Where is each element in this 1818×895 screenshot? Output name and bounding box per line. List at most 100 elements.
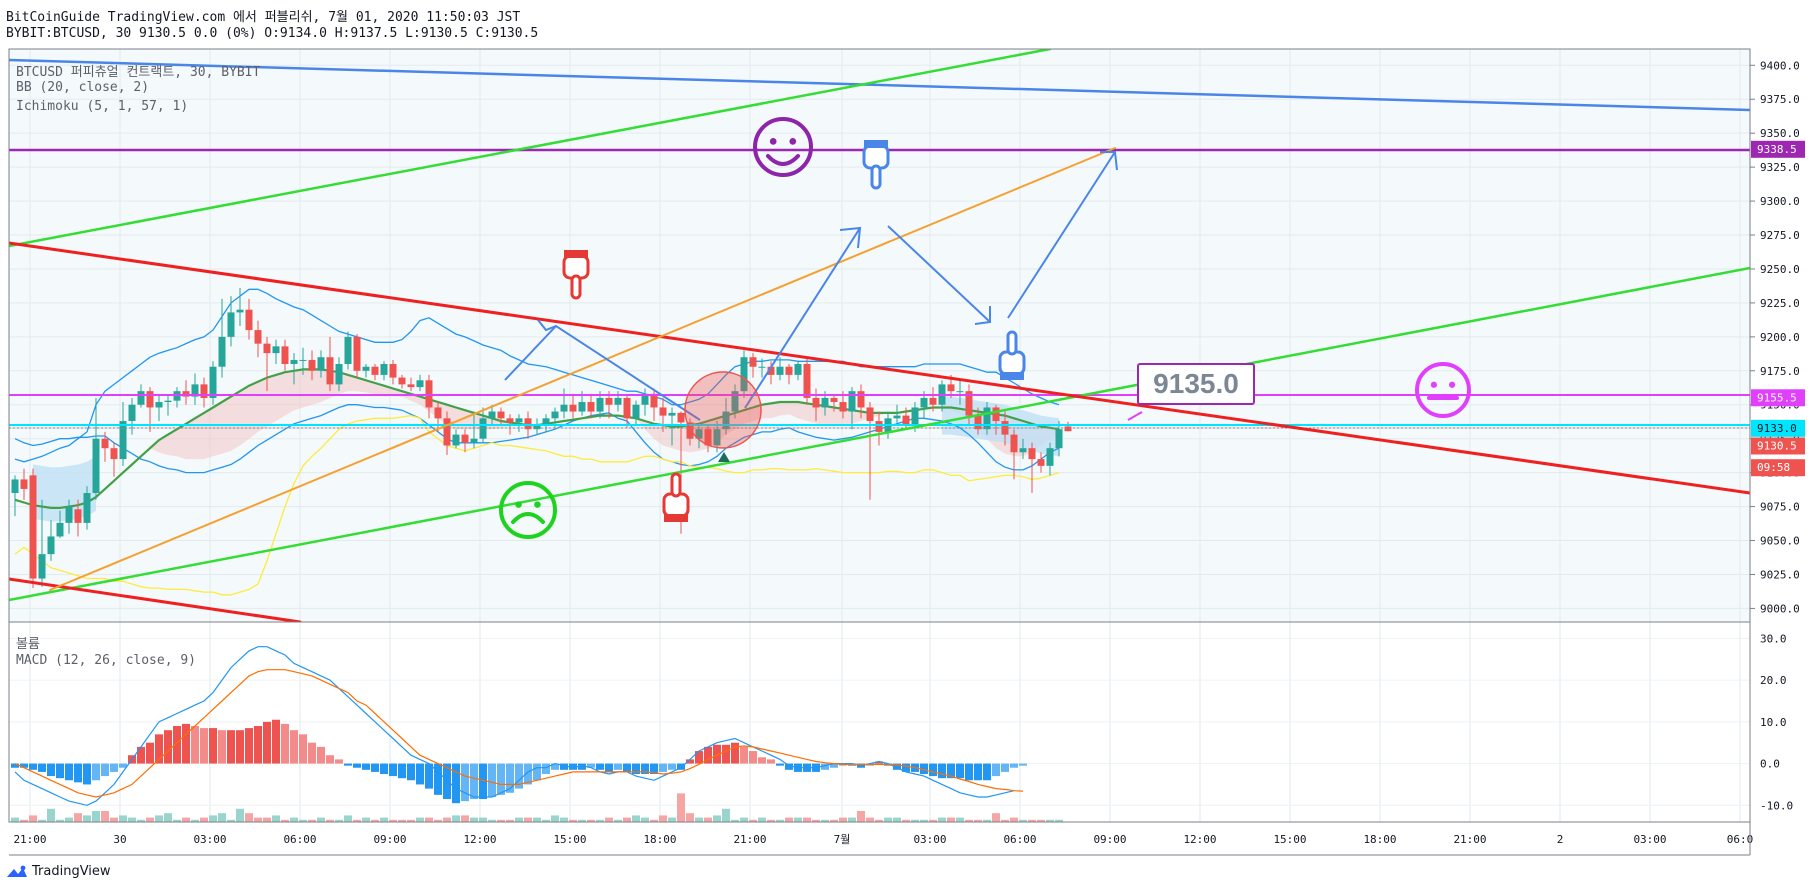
smile-face-icon-eye bbox=[769, 138, 777, 145]
neutral-face-icon[interactable] bbox=[1415, 362, 1471, 418]
candle-body bbox=[1046, 448, 1054, 466]
volume-bar bbox=[272, 815, 280, 822]
volume-bar bbox=[407, 819, 415, 822]
macd-tick-label: 0.0 bbox=[1760, 758, 1780, 771]
x-tick-label: 12:00 bbox=[1183, 833, 1216, 846]
pointing-down-blue-icon[interactable] bbox=[862, 140, 890, 190]
up-marker bbox=[718, 452, 730, 462]
volume-bar bbox=[326, 819, 334, 822]
grimace-face-icon[interactable] bbox=[499, 481, 557, 539]
user-drawings[interactable]: 9135.0 bbox=[9, 49, 1750, 622]
macd-hist-bar bbox=[83, 763, 91, 785]
macd-hist-bar bbox=[389, 763, 397, 777]
candle-body bbox=[443, 418, 451, 446]
macd-hist-bar bbox=[659, 763, 667, 772]
volume-bar bbox=[524, 817, 532, 822]
y-tick-label: 9175.0 bbox=[1760, 365, 1800, 378]
candle-body bbox=[1010, 434, 1018, 453]
y-tick-label: 9375.0 bbox=[1760, 93, 1800, 106]
arrow-path-2 bbox=[744, 227, 861, 409]
candle-body bbox=[569, 404, 577, 412]
macd-signal-line bbox=[14, 669, 1024, 798]
candle-body bbox=[470, 438, 478, 443]
volume-bar bbox=[380, 817, 388, 822]
x-tick-label: 06:0 bbox=[1727, 833, 1754, 846]
volume-bar bbox=[812, 819, 820, 822]
smile-face-icon-outline bbox=[753, 117, 813, 177]
candle-body bbox=[20, 479, 28, 489]
candle-body bbox=[101, 438, 109, 449]
macd-hist-bar bbox=[173, 726, 181, 764]
main-pane-bg bbox=[9, 49, 1750, 622]
volume-bar bbox=[155, 815, 163, 822]
footer-brand[interactable]: TradingView bbox=[6, 864, 111, 879]
macd-tick-label: 30.0 bbox=[1760, 632, 1787, 645]
x-tick-label: 18:00 bbox=[643, 833, 676, 846]
macd-hist-bar bbox=[1001, 763, 1009, 772]
macd-pane-bg bbox=[9, 623, 1750, 822]
candle-body bbox=[92, 438, 100, 494]
arrow-path-3 bbox=[887, 225, 991, 323]
volume-bar bbox=[200, 817, 208, 822]
candle-body bbox=[353, 336, 361, 371]
volume-bar bbox=[965, 819, 973, 822]
volume-bar bbox=[749, 819, 757, 822]
x-tick-label: 15:00 bbox=[553, 833, 586, 846]
emoji-annotations[interactable] bbox=[499, 117, 1471, 539]
candle-body bbox=[956, 391, 964, 393]
grid-lines bbox=[9, 49, 1750, 822]
smile-face-icon[interactable] bbox=[753, 117, 813, 177]
candle-body bbox=[821, 397, 829, 408]
axes: 9400.0 9375.0 9350.0 9325.0 9300.0 9275.0 9250… bbox=[13, 59, 1805, 846]
x-tick-label: 15:00 bbox=[1273, 833, 1306, 846]
candle-body bbox=[650, 393, 658, 408]
pointing-down-red-icon[interactable] bbox=[562, 250, 590, 300]
macd-hist-bar bbox=[668, 763, 676, 770]
pointing-up-red-icon[interactable] bbox=[662, 472, 690, 522]
x-tick-label: 09:00 bbox=[373, 833, 406, 846]
macd-tick-label: 10.0 bbox=[1760, 716, 1787, 729]
volume-bar bbox=[650, 819, 658, 822]
volume-bar bbox=[11, 817, 19, 822]
macd-hist-bar bbox=[74, 763, 82, 783]
y-tick-label: 9350.0 bbox=[1760, 127, 1800, 140]
macd-hist-bar bbox=[785, 763, 793, 770]
pointing-up-blue-icon[interactable] bbox=[998, 330, 1026, 380]
volume-bar bbox=[227, 819, 235, 822]
volume-bar bbox=[848, 817, 856, 822]
volume-bar bbox=[362, 817, 370, 822]
x-tick-label: 03:00 bbox=[913, 833, 946, 846]
candle-body bbox=[245, 309, 253, 331]
macd-hist-bar bbox=[1010, 763, 1018, 768]
candle-body bbox=[587, 402, 595, 412]
arrow-head-3 bbox=[974, 306, 991, 325]
pointing-up-red-icon-finger bbox=[670, 472, 682, 498]
grimace-face-icon-outline bbox=[499, 481, 557, 539]
candle-body bbox=[380, 364, 388, 375]
macd-hist-bar bbox=[272, 719, 280, 764]
macd-hist-bar bbox=[641, 763, 649, 774]
macd-hist-bar bbox=[704, 746, 712, 764]
candle-body bbox=[911, 407, 919, 426]
macd-hist-bar bbox=[470, 763, 478, 800]
macd-hist-bar bbox=[965, 763, 973, 781]
candle-body bbox=[434, 407, 442, 419]
volume-bar bbox=[299, 819, 307, 822]
macd-hist-bar bbox=[947, 763, 955, 779]
macd-hist-bar bbox=[713, 744, 721, 764]
candle-body bbox=[614, 397, 622, 405]
green-trendline-lower bbox=[9, 266, 1750, 602]
macd-hist-bar bbox=[506, 763, 514, 793]
volume-bar bbox=[758, 817, 766, 822]
legend-macd: MACD (12, 26, close, 9) bbox=[16, 653, 197, 668]
volume-bar bbox=[1028, 819, 1036, 822]
macd-hist-bar bbox=[425, 763, 433, 789]
candle-body bbox=[227, 312, 235, 337]
volume-bar bbox=[632, 815, 640, 822]
volume-bar bbox=[398, 819, 406, 822]
volume-bar bbox=[1046, 819, 1054, 822]
candle-body bbox=[551, 411, 559, 419]
macd-hist-bar bbox=[560, 763, 568, 770]
candle-body bbox=[56, 522, 64, 537]
